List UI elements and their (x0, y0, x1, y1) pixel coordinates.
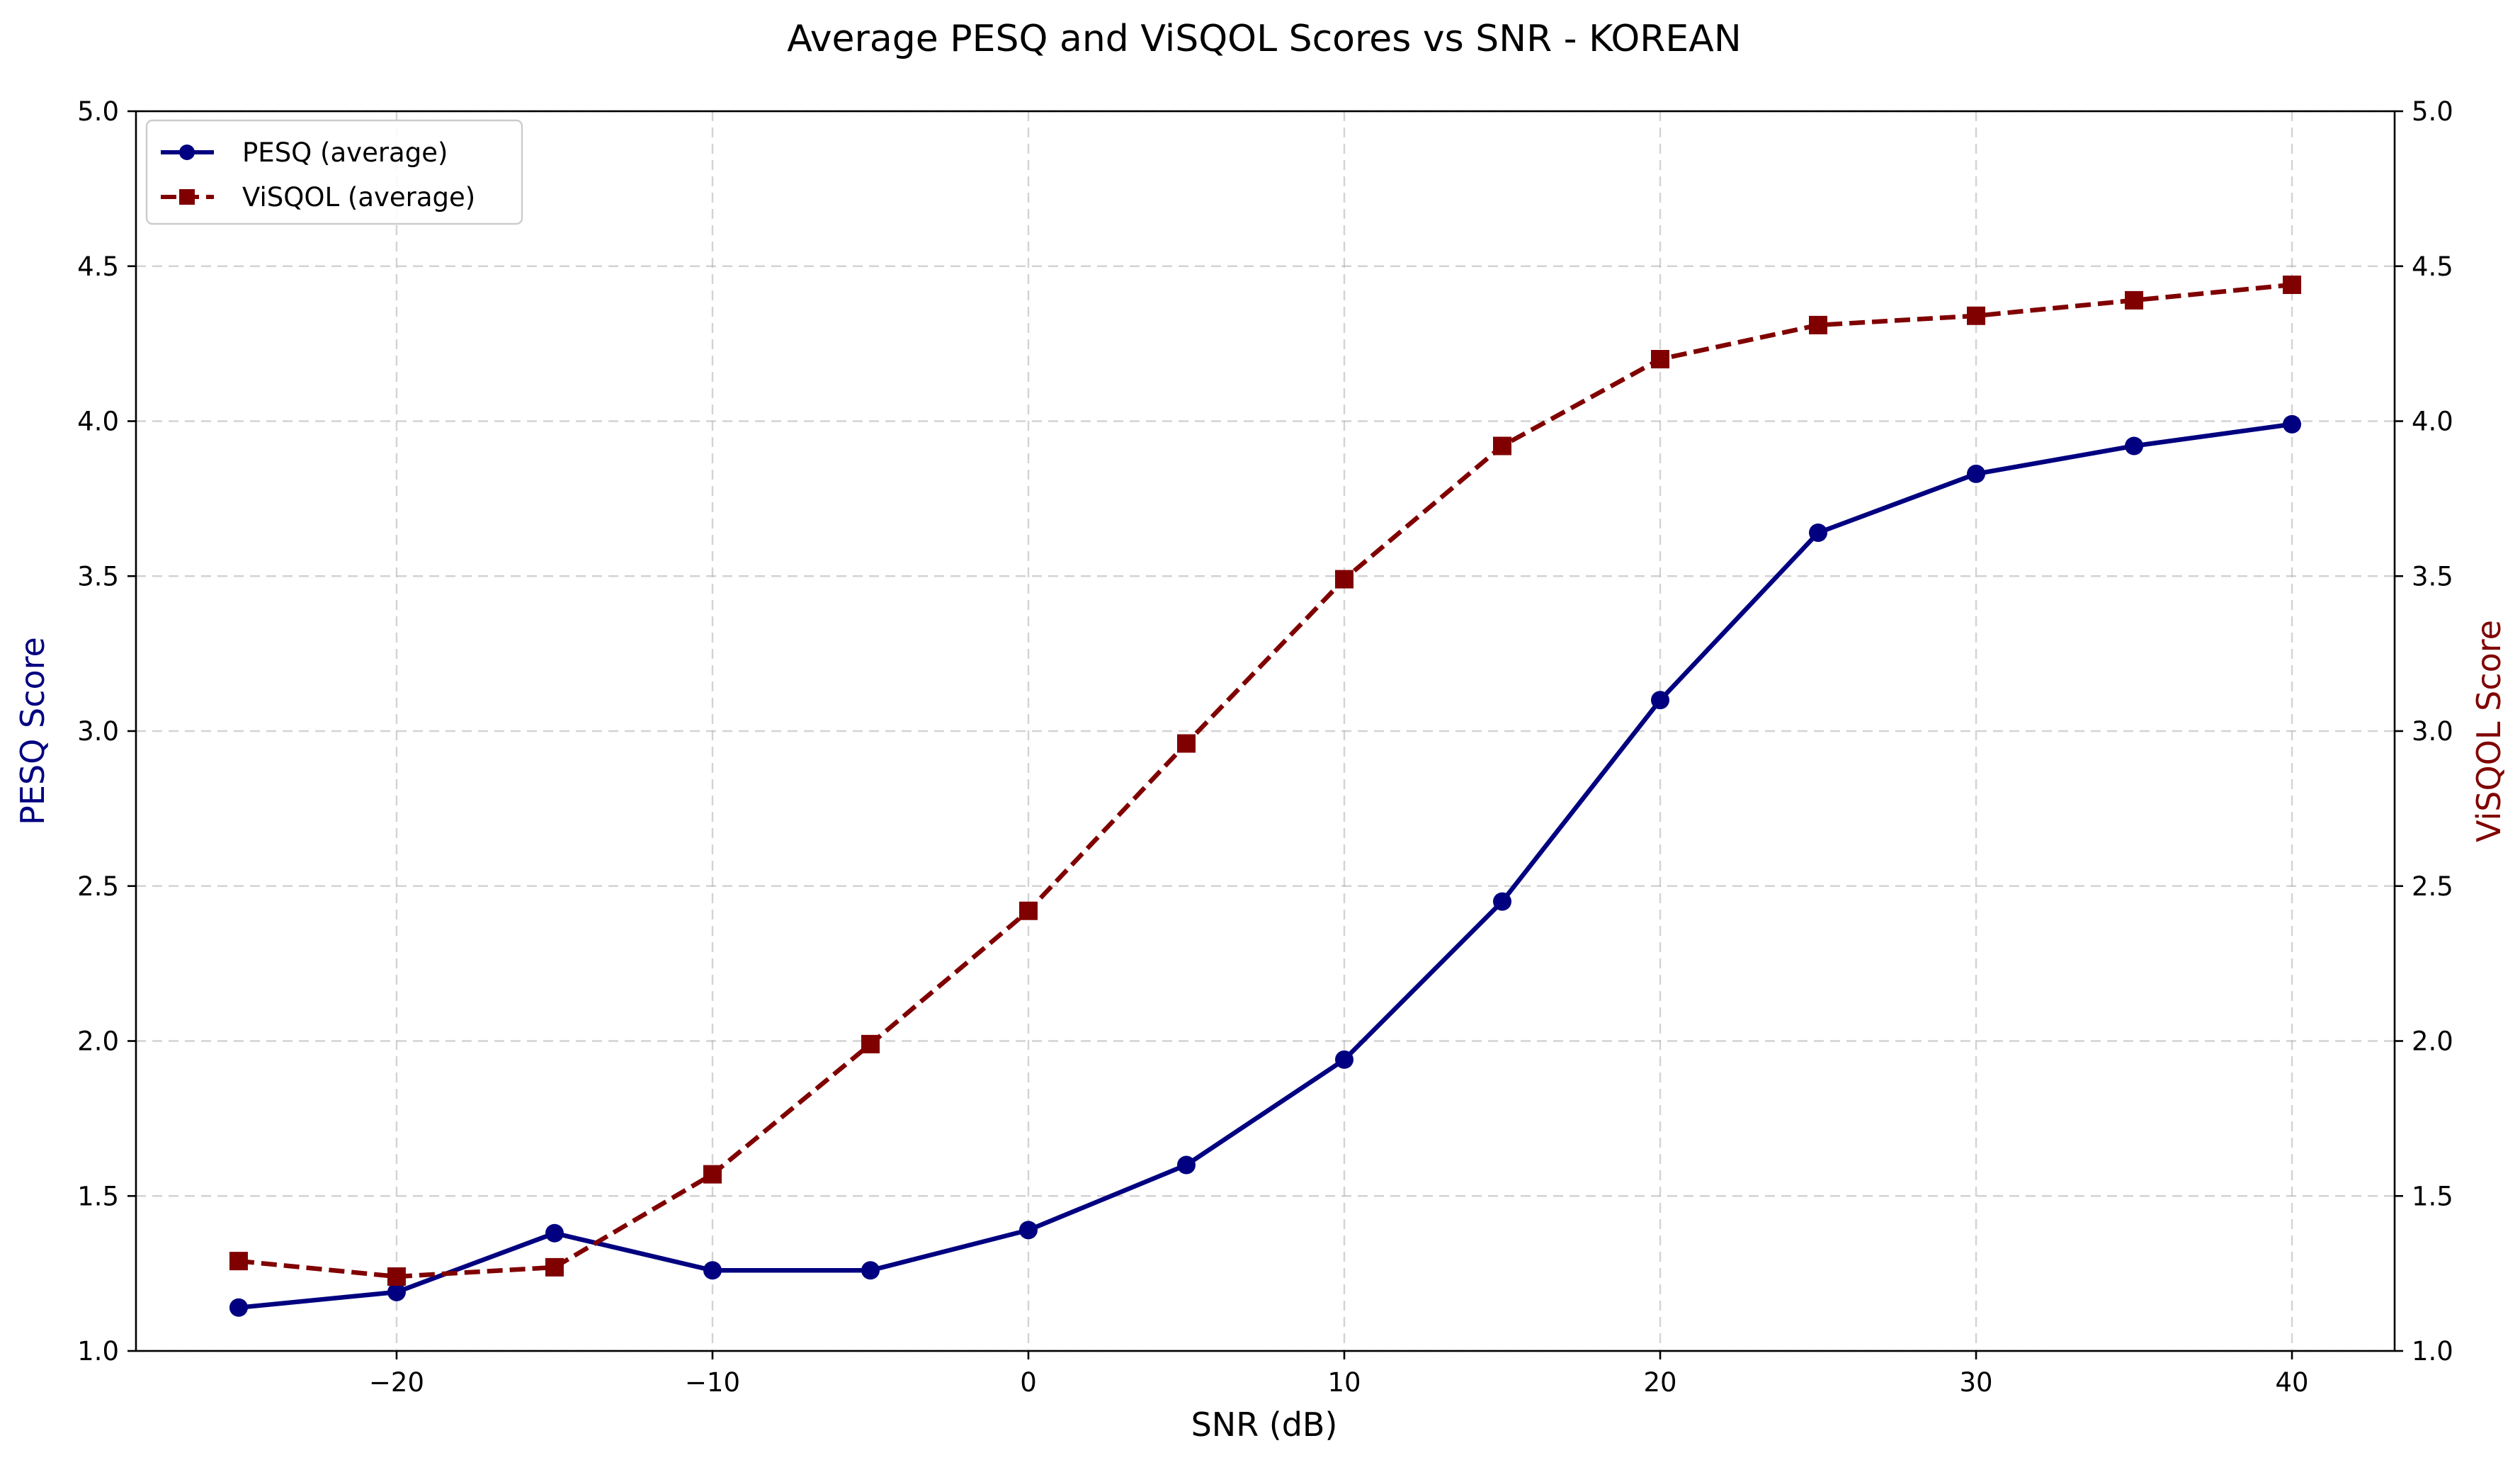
y-tick-label-left: 4.5 (77, 251, 119, 282)
data-point-pesq (1018, 1221, 1038, 1240)
data-point-pesq (545, 1223, 564, 1243)
data-point-pesq (703, 1261, 722, 1280)
x-tick-label: −20 (369, 1367, 424, 1398)
legend-box (145, 119, 523, 225)
y-tick-label-right: 2.5 (2412, 871, 2453, 902)
x-tick-label: 20 (1643, 1367, 1676, 1398)
data-point-visqol (861, 1034, 880, 1053)
data-point-pesq (387, 1282, 406, 1301)
x-tick-label: 0 (1020, 1367, 1037, 1398)
data-point-visqol (1651, 350, 1670, 368)
y-tick-label-left: 2.0 (77, 1026, 119, 1057)
y-tick-label-left: 2.5 (77, 871, 119, 902)
data-point-pesq (229, 1298, 248, 1317)
legend-marker-visqol (179, 189, 195, 205)
series-layer (229, 276, 2302, 1317)
data-point-visqol (703, 1165, 722, 1184)
chart-title: Average PESQ and ViSQOL Scores vs SNR - … (787, 18, 1742, 60)
y-tick-label-right: 3.5 (2412, 561, 2453, 592)
y-tick-label-left: 5.0 (77, 96, 119, 127)
data-point-visqol (1493, 436, 1512, 456)
legend-label-pesq: PESQ (average) (242, 137, 448, 168)
data-point-pesq (1809, 524, 1828, 542)
data-point-visqol (1018, 901, 1038, 920)
legend-entry-pesq: PESQ (average) (161, 137, 448, 168)
y-tick-label-right: 2.0 (2412, 1026, 2453, 1057)
y-tick-label-right: 4.0 (2412, 407, 2453, 437)
y-tick-label-right: 3.0 (2412, 716, 2453, 747)
data-point-visqol (1335, 570, 1354, 589)
x-tick-label: 30 (1959, 1367, 1992, 1398)
legend-entry-visqol: ViSQOL (average) (161, 182, 475, 213)
y-tick-label-left: 3.5 (77, 561, 119, 592)
y-tick-label-left: 3.0 (77, 716, 119, 747)
y-tick-label-left: 1.0 (77, 1336, 119, 1367)
y-tick-label-right: 4.5 (2412, 251, 2453, 282)
y-axis-label-right: ViSQOL Score (2470, 620, 2508, 842)
y-tick-label-right: 1.0 (2412, 1336, 2453, 1367)
data-point-pesq (2283, 414, 2302, 434)
data-point-visqol (229, 1252, 248, 1271)
ticks-layer: −20 −10 0 10 20 30 40 1.0 1.0 1.5 1.5 2.0 2.0 2.5 2.5 3… (77, 96, 2453, 1398)
data-point-visqol (1967, 306, 1986, 325)
y-tick-label-right: 1.5 (2412, 1181, 2453, 1211)
data-point-visqol (545, 1257, 564, 1277)
data-point-pesq (861, 1261, 880, 1280)
legend: PESQ (average) ViSQOL (average) (145, 119, 523, 225)
y-tick-label-left: 4.0 (77, 407, 119, 437)
data-point-pesq (1493, 892, 1512, 911)
y-axis-label-left: PESQ Score (13, 637, 52, 825)
x-axis-label: SNR (dB) (1191, 1405, 1338, 1444)
data-point-pesq (1651, 691, 1670, 710)
y-tick-label-left: 1.5 (77, 1181, 119, 1211)
data-point-visqol (1176, 734, 1196, 753)
legend-marker-pesq (179, 145, 195, 160)
legend-label-visqol: ViSQOL (average) (242, 182, 475, 213)
x-tick-label: −10 (685, 1367, 740, 1398)
data-point-pesq (1176, 1155, 1196, 1175)
data-point-visqol (387, 1267, 406, 1286)
data-point-pesq (2125, 436, 2144, 456)
data-point-pesq (1967, 464, 1986, 483)
x-tick-label: 40 (2275, 1367, 2308, 1398)
data-point-visqol (1809, 315, 1828, 334)
data-point-visqol (2125, 290, 2144, 310)
data-point-pesq (1335, 1050, 1354, 1069)
y-tick-label-right: 5.0 (2412, 96, 2453, 127)
series-line-visqol (238, 282, 2293, 1279)
series-line-pesq (238, 422, 2293, 1311)
x-tick-label: 10 (1327, 1367, 1361, 1398)
data-point-visqol (2283, 276, 2302, 294)
